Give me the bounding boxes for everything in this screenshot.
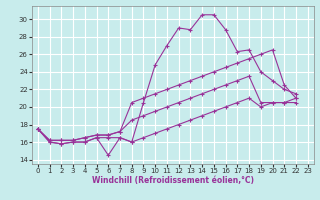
X-axis label: Windchill (Refroidissement éolien,°C): Windchill (Refroidissement éolien,°C) <box>92 176 254 185</box>
